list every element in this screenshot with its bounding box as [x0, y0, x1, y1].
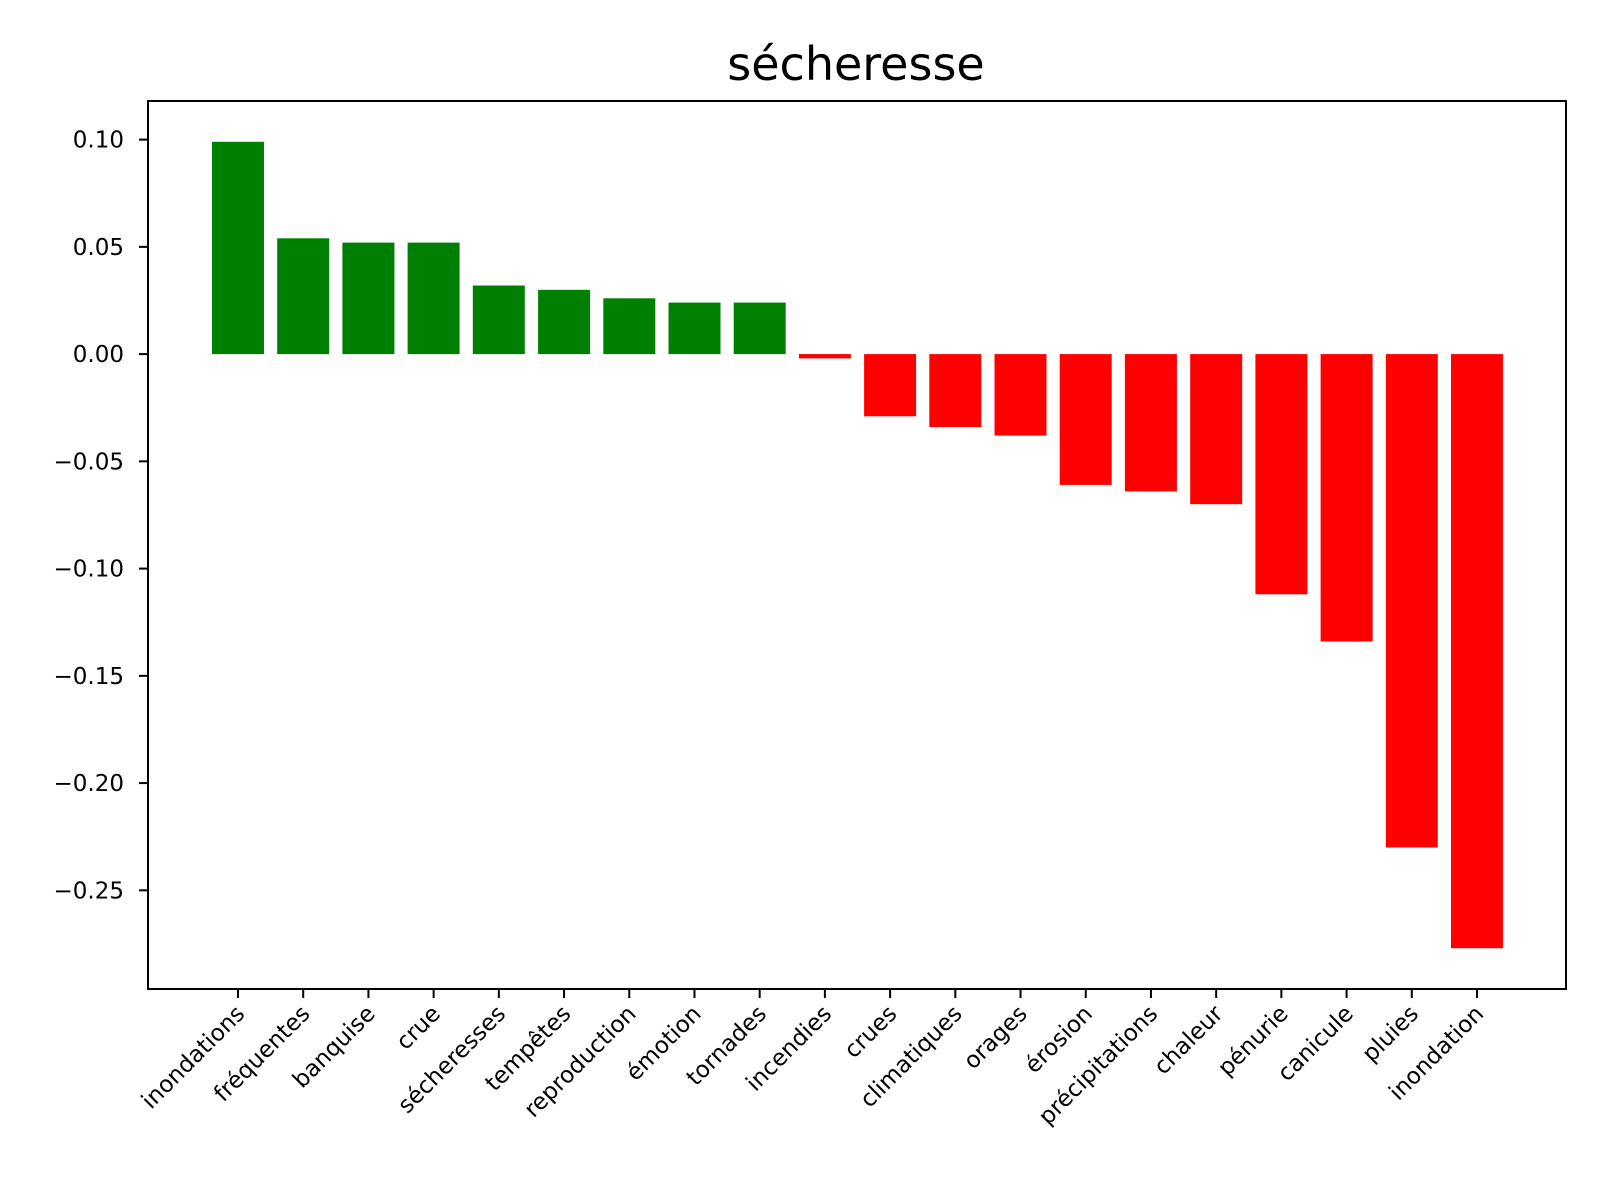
x-tick-label: crues	[840, 1001, 903, 1064]
y-tick-label: −0.05	[54, 449, 124, 475]
bar-crues	[864, 354, 917, 417]
y-axis: 0.10 0.05 0.00 −0.05 −0.10 −0.15 −0.20 −0.25	[54, 128, 148, 904]
bar-sécheresses	[472, 285, 525, 355]
bars-group	[212, 141, 1503, 949]
bar-précipitations	[1124, 354, 1177, 492]
y-tick-label: 0.05	[73, 235, 124, 261]
y-tick-label: −0.10	[54, 557, 124, 583]
bar-climatiques	[929, 354, 982, 427]
bar-émotion	[668, 302, 721, 355]
y-tick-label: −0.15	[54, 664, 124, 690]
y-tick-label: 0.10	[73, 128, 124, 154]
bar-orages	[994, 354, 1047, 436]
bar-érosion	[1059, 354, 1112, 485]
y-tick-label: −0.20	[54, 771, 124, 797]
bar-pénurie	[1255, 354, 1308, 595]
bar-chaleur	[1190, 354, 1243, 505]
bar-tempêtes	[538, 289, 591, 355]
x-tick-label: orages	[959, 1001, 1033, 1075]
bar-fréquentes	[277, 238, 330, 355]
bar-inondations	[212, 141, 264, 355]
chart-title: sécheresse	[727, 37, 984, 91]
y-tick-label: −0.25	[54, 878, 124, 904]
axes-frame	[147, 100, 1567, 990]
y-tick-label: 0.00	[73, 342, 124, 368]
bar-reproduction	[603, 298, 656, 355]
bar-incendies	[798, 354, 851, 359]
x-tick-label: précipitations	[1034, 1001, 1163, 1130]
bar-pluies	[1385, 354, 1438, 848]
x-tick-label: crue	[392, 1001, 446, 1055]
x-tick-label: reproduction	[519, 1001, 641, 1123]
bar-banquise	[342, 242, 395, 355]
bar-crue	[407, 242, 460, 355]
bar-tornades	[733, 302, 786, 355]
bar-inondation	[1451, 354, 1503, 949]
bar-canicule	[1320, 354, 1373, 642]
